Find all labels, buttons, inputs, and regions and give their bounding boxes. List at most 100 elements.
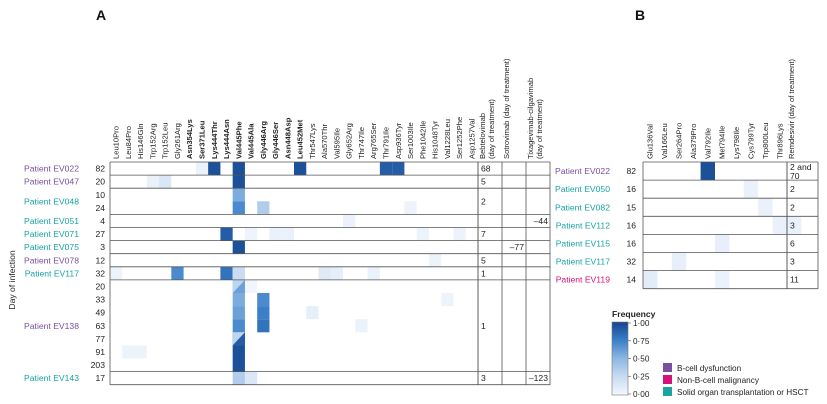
heatmap-cell <box>146 175 160 189</box>
heatmap-cell <box>306 306 319 320</box>
patient-label: Patient EV047 <box>24 177 79 187</box>
treatment-day: 3 <box>790 257 795 267</box>
patient-label: Patient EV078 <box>24 255 79 265</box>
day-label: 24 <box>95 203 105 213</box>
mutation-label: Asn448Asp <box>283 117 292 159</box>
heatmap-cell <box>257 319 270 333</box>
mutation-label: Gly261Arg <box>173 123 182 159</box>
treatment-day: 6 <box>790 238 795 248</box>
legend-entry: Non-B-cell malignancy <box>677 376 760 385</box>
treatment-header: Tixagevimab-cilgavimab(day of treatment) <box>526 78 544 159</box>
treatment-day: –44 <box>534 216 549 226</box>
day-label: 16 <box>626 238 636 248</box>
mutation-label: Asn354Lys <box>185 119 194 159</box>
patient-label: Patient EV048 <box>24 196 79 206</box>
mutation-label: Val166Leu <box>660 123 669 159</box>
treatment-day: 2 and <box>790 162 812 172</box>
heatmap-cell <box>232 319 245 333</box>
heatmap-cell <box>416 227 429 241</box>
colorbar-tick: 0·50 <box>633 355 650 364</box>
heatmap-cell <box>232 358 245 372</box>
heatmap-cell <box>257 293 270 307</box>
treatment-day: 5 <box>481 177 486 187</box>
day-label: 20 <box>95 281 105 291</box>
heatmap-cell <box>171 266 184 280</box>
heatmap-cell <box>257 306 270 320</box>
heatmap-cell <box>232 293 245 307</box>
heatmap-cells <box>110 162 466 385</box>
mutation-label: Cys799Tyr <box>747 122 756 159</box>
heatmap-cell <box>392 162 405 176</box>
treatment-day: 5 <box>481 255 486 265</box>
mutation-label: Met794Ile <box>718 126 727 159</box>
colorbar-tick: 0·25 <box>633 372 650 381</box>
mutation-label: Lys444Thr <box>210 121 219 159</box>
heatmap-cell-split <box>232 279 245 293</box>
heatmap-cell <box>715 270 730 289</box>
patient-label: Patient EV138 <box>24 321 79 331</box>
day-label: 12 <box>95 255 105 265</box>
heatmap-cell <box>244 227 258 241</box>
mutation-label: Ser1003Ile <box>406 122 415 159</box>
heatmap-cell <box>355 319 368 333</box>
mutation-label: Val445Ala <box>247 123 256 159</box>
patient-label: Patient EV143 <box>24 373 79 383</box>
day-label: 4 <box>100 216 105 226</box>
heatmap-cell <box>428 253 442 267</box>
heatmap-cell <box>195 162 209 176</box>
colorbar <box>611 321 629 396</box>
mutation-label: Lys798Ile <box>732 127 741 159</box>
heatmap-cells <box>643 162 802 289</box>
colorbar-tick: 0·00 <box>633 390 650 399</box>
treatment-day: –77 <box>510 242 525 252</box>
heatmap-cell <box>453 227 466 241</box>
heatmap-cell <box>110 266 123 280</box>
mutation-label: Trp152Leu <box>161 123 170 159</box>
heatmap-cell <box>743 180 759 199</box>
heatmap-cell <box>232 240 245 254</box>
heatmap-cell <box>208 162 221 176</box>
heatmap-cell <box>232 201 245 215</box>
day-label: 91 <box>95 347 105 357</box>
heatmap-cell <box>758 198 773 217</box>
treatment-day: 1 <box>481 268 486 278</box>
heatmap-cell <box>643 270 658 289</box>
heatmap-cell <box>232 266 245 280</box>
day-label: 15 <box>626 202 636 212</box>
heatmap-cell <box>257 201 270 215</box>
treatment-day: 2 <box>481 196 486 206</box>
heatmap-cell <box>330 266 344 280</box>
y-axis-label: Day of infection <box>7 250 17 309</box>
heatmap-cell <box>244 279 258 293</box>
mutation-label: Thr791Ile <box>382 127 391 159</box>
treatment-header: Bebtelovimab(day of treatment) <box>478 99 496 159</box>
mutation-label: Ala379Pro <box>689 124 698 159</box>
patient-label: Patient EV117 <box>556 257 611 267</box>
mutation-label: Asp936Tyr <box>394 122 403 159</box>
day-label: 32 <box>95 268 105 278</box>
patient-label: Patient EV112 <box>556 220 611 230</box>
mutation-label: Gly446Ser <box>271 122 280 159</box>
panel-a-label: A <box>96 7 106 23</box>
legend: Frequency 1·00 0·75 0·50 0·25 0·00 B-cell dys… <box>611 309 809 399</box>
mutation-label: Phe1042Ile <box>418 121 427 159</box>
treatment-day: 11 <box>790 275 799 285</box>
heatmap-cell <box>269 227 282 241</box>
mutation-label: His146Gln <box>136 124 145 159</box>
panel-b: Glu136Val Val166Leu Ser264Pro Ala379Pro Val7… <box>555 59 819 290</box>
heatmap-cell <box>700 162 715 181</box>
patient-label: Patient EV071 <box>24 229 79 239</box>
mutation-label: Ser371Leu <box>198 120 207 159</box>
heatmap-cell <box>220 266 233 280</box>
table-frame <box>109 161 551 386</box>
treatment-day: 2 <box>790 184 795 194</box>
treatment-header: Sotrovimab (day of treatment) <box>502 58 511 159</box>
heatmap-cell <box>772 216 787 235</box>
patient-label: Patient EV082 <box>555 202 610 212</box>
heatmap-cell <box>715 234 730 253</box>
day-label: 49 <box>95 308 105 318</box>
legend-swatch <box>663 387 672 396</box>
legend-title: Frequency <box>612 309 656 319</box>
treatment-day: 70 <box>790 171 800 181</box>
day-label: 16 <box>626 220 636 230</box>
